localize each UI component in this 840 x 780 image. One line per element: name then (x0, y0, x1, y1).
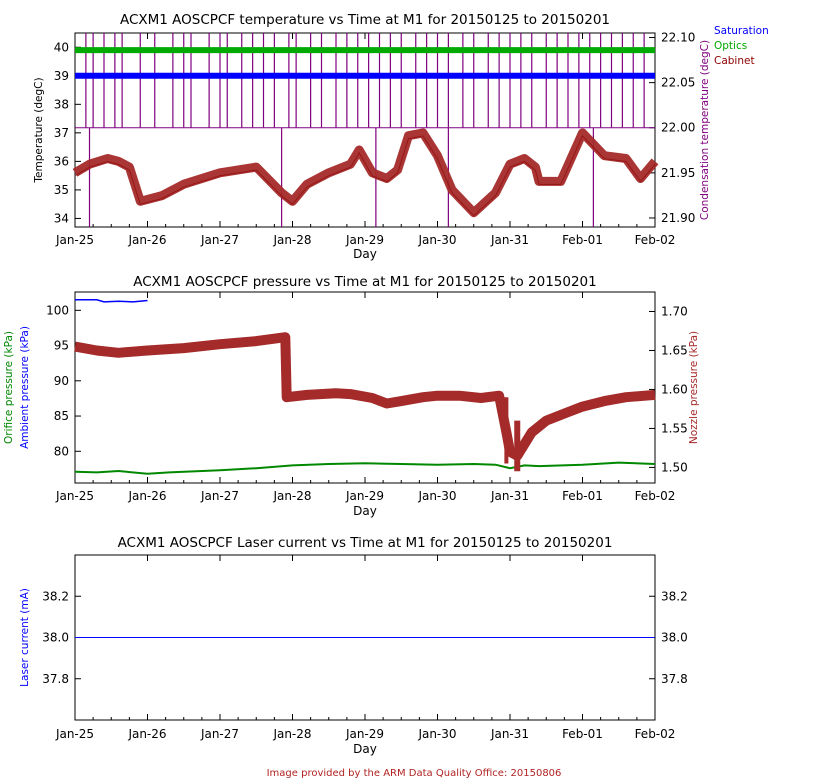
pressure-y-tick-label-right: 1.50 (661, 460, 688, 474)
laser-x-tick-label: Jan-27 (200, 727, 239, 741)
pressure-x-tick-label: Jan-27 (200, 489, 239, 503)
temperature-ylabel-right: Condensation temperature (degC) (699, 40, 711, 220)
pressure-y-tick-label-right: 1.65 (661, 343, 688, 357)
temperature-y-tick-label-right: 21.90 (661, 211, 695, 225)
laser-x-tick-label: Feb-02 (635, 727, 676, 741)
cabinet-series-noise (74, 135, 656, 217)
temperature-y-tick-label-right: 22.10 (661, 31, 695, 45)
temperature-x-tick-label: Jan-27 (200, 233, 239, 247)
pressure-y-tick-label-left: 85 (54, 409, 69, 423)
pressure-xlabel: Day (353, 504, 377, 518)
temperature-legend-cabinet: Cabinet (714, 55, 755, 67)
temperature-y-tick-label-right: 22.00 (661, 121, 695, 135)
pressure-y-tick-label-left: 100 (46, 303, 69, 317)
pressure-y-tick-label-right: 1.55 (661, 421, 688, 435)
laser-y-tick-label-right: 37.8 (661, 672, 688, 686)
pressure-y-tick-label-left: 90 (54, 374, 69, 388)
temperature-y-tick-label-left: 36 (54, 154, 69, 168)
pressure-x-tick-label: Jan-25 (55, 489, 94, 503)
laser-title: ACXM1 AOSCPCF Laser current vs Time at M… (118, 535, 613, 551)
temperature-y-tick-label-right: 21.95 (661, 166, 695, 180)
laser-x-tick-label: Feb-01 (562, 727, 603, 741)
temperature-x-tick-label: Feb-02 (635, 233, 676, 247)
laser-x-tick-label: Jan-25 (55, 727, 94, 741)
temperature-y-tick-label-left: 34 (54, 211, 69, 225)
temperature-y-tick-label-left: 40 (54, 40, 69, 54)
orifice-series-line (74, 461, 656, 475)
pressure-y-tick-label-left: 95 (54, 339, 69, 353)
temperature-legend-saturation: Saturation (714, 25, 769, 37)
pressure-ylabel-ambient: Ambient pressure (kPa) (19, 326, 31, 449)
pressure-ylabel-orifice: Orifice pressure (kPa) (3, 331, 15, 444)
pressure-x-tick-label: Jan-31 (490, 489, 529, 503)
pressure-x-tick-label: Feb-02 (635, 489, 676, 503)
laser-y-tick-label-left: 37.8 (42, 672, 69, 686)
pressure-x-tick-label: Jan-29 (345, 489, 384, 503)
laser-y-tick-label-right: 38.2 (661, 589, 688, 603)
laser-x-tick-label: Jan-26 (127, 727, 166, 741)
temperature-y-tick-label-left: 39 (54, 69, 69, 83)
laser-x-tick-label: Jan-28 (272, 727, 311, 741)
pressure-y-tick-label-right: 1.70 (661, 304, 688, 318)
temperature-x-tick-label: Jan-28 (272, 233, 311, 247)
ambient-series-line (75, 299, 148, 303)
temperature-y-tick-label-left: 38 (54, 97, 69, 111)
temperature-y-tick-label-left: 35 (54, 183, 69, 197)
temperature-title: ACXM1 AOSCPCF temperature vs Time at M1 … (120, 12, 610, 28)
laser-x-tick-label: Jan-31 (490, 727, 529, 741)
cabinet-series-line (72, 128, 659, 218)
nozzle-series-line (74, 332, 656, 461)
temperature-xlabel: Day (353, 247, 377, 261)
pressure-x-tick-label: Jan-28 (272, 489, 311, 503)
laser-xlabel: Day (353, 742, 377, 756)
laser-x-tick-label: Jan-29 (345, 727, 384, 741)
temperature-y-tick-label-right: 22.05 (661, 76, 695, 90)
temperature-x-tick-label: Jan-29 (345, 233, 384, 247)
temperature-y-tick-label-left: 37 (54, 126, 69, 140)
pressure-x-tick-label: Jan-26 (127, 489, 166, 503)
temperature-x-tick-label: Jan-31 (490, 233, 529, 247)
pressure-y-tick-label-right: 1.60 (661, 382, 688, 396)
pressure-x-tick-label: Jan-30 (417, 489, 456, 503)
laser-x-tick-label: Jan-30 (417, 727, 456, 741)
temperature-x-tick-label: Feb-01 (562, 233, 603, 247)
laser-ylabel-left: Laser current (mA) (19, 588, 31, 687)
pressure-y-tick-label-left: 80 (54, 444, 69, 458)
temperature-x-tick-label: Jan-30 (417, 233, 456, 247)
temperature-x-tick-label: Jan-25 (55, 233, 94, 247)
temperature-x-tick-label: Jan-26 (127, 233, 166, 247)
temperature-ylabel-left: Temperature (degC) (33, 77, 45, 183)
laser-y-tick-label-left: 38.0 (42, 631, 69, 645)
laser-y-tick-label-right: 38.0 (661, 631, 688, 645)
laser-y-tick-label-left: 38.2 (42, 589, 69, 603)
pressure-plot-frame (74, 291, 656, 484)
pressure-x-tick-label: Feb-01 (562, 489, 603, 503)
pressure-ylabel-nozzle: Nozzle pressure (kPa) (688, 331, 700, 444)
temperature-legend-optics: Optics (714, 40, 747, 52)
pressure-title: ACXM1 AOSCPCF pressure vs Time at M1 for… (133, 274, 597, 290)
